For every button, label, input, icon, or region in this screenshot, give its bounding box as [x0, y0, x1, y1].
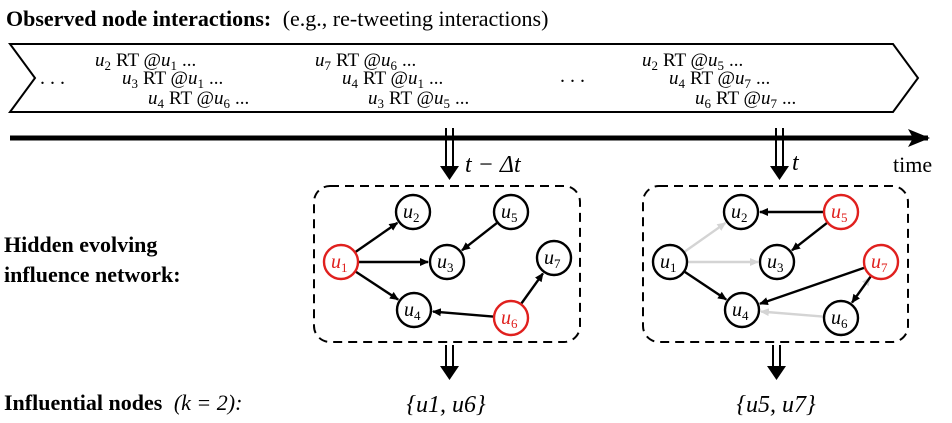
edge-u6-u4	[759, 308, 824, 318]
node-u1: u1	[651, 243, 689, 281]
influential-set-t1: {u1, u6}	[406, 392, 486, 418]
timeline-axis-label: time	[893, 152, 932, 177]
stream-interaction: u4 RT @u1...	[342, 68, 443, 91]
edge-u5-u3	[791, 222, 828, 252]
node-u2: u2	[394, 193, 432, 231]
node-u6: u6	[492, 299, 530, 337]
header-title: Observed node interactions: (e.g., re-tw…	[6, 6, 548, 31]
edge-u1-u4	[684, 270, 728, 301]
node-u2: u2	[722, 193, 760, 231]
interaction-stream-banner	[8, 43, 920, 113]
time-label-t1: t − Δt	[465, 152, 522, 178]
node-u6: u6	[822, 299, 860, 337]
svg-text:u1: u1	[331, 251, 348, 275]
node-u5: u5	[492, 193, 530, 231]
edge-u6-u4	[431, 308, 494, 318]
stream-interaction: u2 RT @u5...	[642, 50, 743, 73]
header-title-rest: (e.g., re-tweeting interactions)	[283, 6, 549, 31]
down-arrow-t1	[440, 128, 459, 180]
influential-label-k: (k = 2):	[174, 390, 243, 415]
network-t2: u1 u2 u3 u4 u5 u6 u7	[651, 193, 900, 337]
down-arrow-t2	[770, 128, 789, 180]
node-u4: u4	[723, 291, 761, 329]
svg-text:u3: u3	[767, 251, 784, 275]
header-title-bold: Observed node interactions:	[6, 6, 271, 31]
down-arrow-result-1	[440, 345, 459, 380]
edge-u7-u4	[759, 266, 865, 305]
down-arrow-result-2	[767, 345, 786, 380]
node-u4: u4	[395, 291, 433, 329]
influential-label-bold: Influential nodes	[4, 390, 163, 415]
svg-text:u4: u4	[732, 299, 749, 323]
influential-set-t2: {u5, u7}	[736, 392, 816, 418]
svg-text:u6: u6	[831, 307, 848, 331]
svg-text:u2: u2	[731, 201, 748, 225]
network-box-t1	[313, 185, 581, 343]
stream-ellipsis-mid: . . .	[560, 65, 585, 87]
stream-interaction: u7 RT @u6...	[315, 50, 416, 73]
node-u7: u7	[535, 239, 573, 277]
stream-interaction: u3 RT @u5...	[368, 88, 469, 111]
stream-interactions: u2 RT @u1 ...u3 RT @u1 ...u4 RT @u6 ... u7 RT @u…	[95, 50, 796, 111]
edge-u6-u7	[520, 272, 544, 305]
stream-interaction: u4 RT @u7...	[669, 68, 770, 91]
svg-text:u6: u6	[501, 307, 518, 331]
network-t1: u1 u2 u3 u4 u5 u6 u7	[322, 193, 573, 337]
svg-text:u5: u5	[831, 201, 848, 225]
svg-text:u1: u1	[660, 251, 677, 275]
network-label-line2: influence network:	[4, 262, 181, 287]
svg-text:u7: u7	[871, 251, 888, 275]
node-u5: u5	[822, 193, 860, 231]
node-u7: u7	[862, 243, 900, 281]
svg-text:u5: u5	[501, 201, 518, 225]
stream-ellipsis-left: . . .	[40, 67, 65, 89]
svg-text:u2: u2	[403, 201, 420, 225]
stream-interaction: u4 RT @u6...	[148, 88, 249, 111]
edge-u1-u2	[684, 221, 727, 253]
node-u1: u1	[322, 243, 360, 281]
stream-interaction: u3 RT @u1...	[122, 68, 223, 91]
svg-text:u4: u4	[404, 299, 421, 323]
stream-interaction: u6 RT @u7...	[695, 88, 796, 111]
edge-u7-u6	[851, 275, 872, 304]
network-box-t2	[642, 185, 909, 343]
stream-interaction: u2 RT @u1...	[95, 50, 196, 73]
network-label-line1: Hidden evolving	[4, 232, 157, 257]
node-u3: u3	[758, 243, 796, 281]
node-u3: u3	[428, 243, 466, 281]
influential-label: Influential nodes (k = 2):	[4, 390, 242, 415]
svg-text:u7: u7	[544, 247, 561, 271]
edge-u1-u4	[355, 270, 399, 301]
time-label-t2: t	[792, 150, 800, 176]
edge-u1-u2	[355, 221, 399, 253]
edge-u5-u3	[461, 222, 498, 252]
svg-text:u3: u3	[437, 251, 454, 275]
